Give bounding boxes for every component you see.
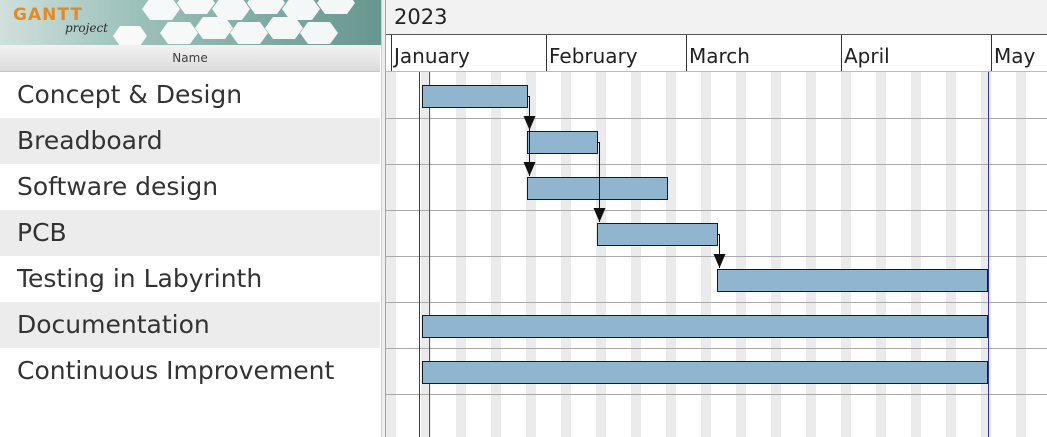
dependency-line bbox=[527, 96, 530, 176]
weekend-stripe bbox=[701, 72, 711, 437]
weekend-stripe bbox=[386, 72, 396, 437]
month-march: March bbox=[686, 35, 841, 71]
weekend-stripe bbox=[946, 72, 956, 437]
weekend-stripe bbox=[561, 72, 571, 437]
dependency-arrowhead bbox=[593, 208, 606, 222]
weekend-stripe bbox=[666, 72, 676, 437]
weekend-stripe bbox=[421, 72, 431, 437]
gantt-chart-area[interactable] bbox=[386, 72, 1047, 437]
task-row[interactable]: Continuous Improvement bbox=[17, 356, 335, 385]
task-table-panel: GANTT project Name Concept & Design Brea… bbox=[0, 0, 381, 437]
logo-hexagon-pattern bbox=[0, 0, 381, 45]
weekend-stripe bbox=[911, 72, 921, 437]
timeline-month-header: January February March April May bbox=[386, 35, 1047, 72]
month-april: April bbox=[841, 35, 991, 71]
task-bar bbox=[422, 315, 988, 338]
task-bar bbox=[422, 85, 528, 108]
dependency-arrowhead bbox=[713, 254, 726, 268]
weekend-stripe bbox=[981, 72, 991, 437]
month-may: May bbox=[991, 35, 1047, 71]
weekend-stripe bbox=[806, 72, 816, 437]
month-label: February bbox=[549, 44, 638, 68]
month-january: January bbox=[391, 35, 546, 71]
weekend-stripe bbox=[526, 72, 536, 437]
task-bar bbox=[597, 223, 718, 246]
weekend-stripe bbox=[841, 72, 851, 437]
weekend-stripe bbox=[876, 72, 886, 437]
weekend-stripe bbox=[631, 72, 641, 437]
logo-wordmark: GANTT project bbox=[13, 5, 113, 41]
weekend-stripe bbox=[1016, 72, 1026, 437]
weekend-stripe bbox=[456, 72, 466, 437]
task-row[interactable]: Breadboard bbox=[0, 118, 380, 164]
dependency-line bbox=[597, 142, 600, 222]
column-header-name[interactable]: Name bbox=[0, 45, 380, 72]
task-bar bbox=[527, 177, 668, 200]
month-label: March bbox=[689, 44, 750, 68]
logo-brand-text: GANTT bbox=[13, 5, 83, 25]
logo-sub-text: project bbox=[65, 21, 109, 35]
year-label: 2023 bbox=[394, 5, 448, 29]
task-row[interactable]: Documentation bbox=[0, 302, 380, 348]
task-bar bbox=[527, 131, 598, 154]
month-label: April bbox=[844, 44, 890, 68]
month-label: May bbox=[994, 44, 1036, 68]
task-row[interactable]: Testing in Labyrinth bbox=[17, 264, 263, 293]
task-bar bbox=[717, 269, 988, 292]
ganttproject-logo: GANTT project bbox=[0, 0, 381, 45]
weekend-stripe bbox=[771, 72, 781, 437]
task-bar bbox=[422, 361, 988, 384]
month-february: February bbox=[546, 35, 686, 71]
weekend-stripe bbox=[491, 72, 501, 437]
weekend-stripe bbox=[736, 72, 746, 437]
weekend-stripe bbox=[596, 72, 606, 437]
timeline-year-header: 2023 bbox=[386, 0, 1047, 35]
month-label: January bbox=[394, 44, 470, 68]
gantt-chart-canvas bbox=[386, 72, 1047, 437]
dependency-arrowhead bbox=[523, 162, 536, 176]
task-row[interactable]: PCB bbox=[0, 210, 380, 256]
task-row[interactable]: Software design bbox=[17, 172, 219, 201]
panel-splitter[interactable] bbox=[381, 0, 386, 437]
task-row[interactable]: Concept & Design bbox=[17, 80, 243, 109]
